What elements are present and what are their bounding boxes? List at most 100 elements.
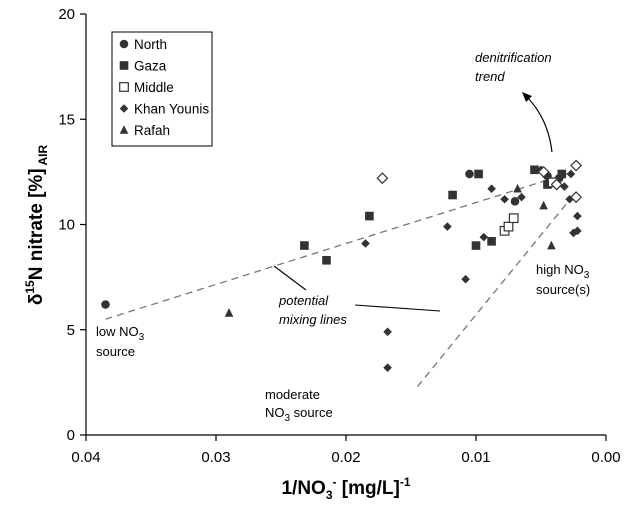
point-khan-younis [479,232,489,242]
x-tick-label: 0.01 [461,449,490,466]
x-title-main: 1/NO [281,478,325,499]
y-tick-label: 15 [58,111,75,128]
point-khan-younis-open [537,165,550,178]
point-middle [508,213,519,224]
y-tick-label: 5 [67,322,75,339]
x-title-unit: [mg/L] [337,478,400,499]
y-axis-title: δ15N nitrate [%] AIR [23,144,50,305]
high-source-pre: high NO [536,262,584,277]
legend-label-north: North [134,37,167,52]
y-axis-ticks: 0 5 10 15 20 [58,6,86,444]
point-gaza [448,190,457,200]
moderate-source-line1: moderate [265,387,320,402]
point-khan-younis [569,228,578,238]
point-khan-younis [560,182,569,191]
moderate-source-post: source [290,405,333,420]
legend-marker-rafah [119,125,129,134]
point-gaza [530,165,539,175]
denitrification-line1: denitrification [475,50,552,65]
annotation-high-source: high NO3 source(s) [536,262,593,297]
mixing-lines [105,171,575,387]
y-tick-label: 20 [58,6,75,23]
low-source-sub: 3 [139,332,145,343]
point-khan-younis [361,239,370,248]
y-tick-label: 10 [58,217,75,234]
legend-label-gaza: Gaza [134,59,167,74]
point-north [101,300,110,309]
point-gaza [474,169,483,179]
annotation-low-source: low NO3 source [96,324,148,359]
x-tick-label: 0.03 [201,449,230,466]
pointer-upper-mixing-line [273,265,307,291]
point-rafah [539,200,548,210]
y-tick-label: 0 [67,427,75,444]
point-khan-younis [517,192,526,202]
potential-line2: mixing lines [279,312,347,327]
point-rafah [547,240,556,250]
pointer-lower-mixing-line [354,304,441,312]
annotation-moderate-source: moderate NO3 source [265,387,333,424]
point-khan-younis [565,194,574,204]
point-khan-younis-open [570,159,583,172]
point-north [465,169,474,179]
point-gaza [557,169,567,179]
annotation-denitrification: denitrification trend [475,50,555,84]
legend-label-khan-younis: Khan Younis [134,102,209,117]
x-tick-label: 0.04 [71,449,100,466]
legend-label-rafah: Rafah [134,123,170,138]
x-tick-label: 0.00 [591,449,620,466]
potential-line1: potential [278,293,329,308]
low-source-pre: low NO [96,324,139,339]
point-khan-younis [443,222,452,231]
y-title-main: N nitrate [%] [26,168,47,280]
legend-marker-khan-younis [119,104,129,113]
low-source-line2: source [96,344,135,359]
moderate-source-pre: NO [265,405,285,420]
point-gaza [322,255,331,265]
point-rafah [224,308,234,317]
x-axis-ticks: 0.04 0.03 0.02 0.01 0.00 [71,435,621,466]
point-khan-younis-open [550,178,563,191]
annotation-potential-mixing: potential mixing lines [278,293,347,327]
legend: North Gaza Middle Khan Younis Rafah [119,37,209,138]
denitrification-arrow [525,95,553,153]
y-title-sub: AIR [36,144,50,168]
point-khan-younis [500,194,509,204]
legend-label-middle: Middle [134,80,174,95]
point-khan-younis [566,169,576,179]
mixing-line [105,171,574,320]
point-gaza [365,211,374,221]
moderate-source-sub: 3 [285,413,291,424]
point-khan-younis [487,184,496,194]
point-khan-younis [383,327,392,337]
high-source-sub: 3 [584,270,590,281]
x-tick-label: 0.02 [331,449,360,466]
x-title-sub: 3 [326,488,333,502]
mixing-line [416,194,575,387]
legend-marker-north [119,39,129,49]
data-points [101,159,583,372]
y-title-delta: δ [26,294,47,306]
denitrification-arrowhead [522,92,532,102]
legend-marker-middle [119,82,129,92]
point-north [510,197,520,206]
point-gaza [487,237,496,246]
x-axis-title: 1/NO3- [mg/L]-1 [281,475,410,502]
denitrification-line2: trend [475,69,505,84]
point-khan-younis [573,211,582,221]
point-gaza [471,241,481,250]
point-middle [503,221,514,232]
point-gaza [543,180,552,189]
point-khan-younis-open [570,191,583,204]
point-rafah [513,183,522,193]
point-khan-younis [383,363,392,372]
high-source-line2: source(s) [536,282,590,297]
x-title-sup: - [333,475,337,489]
x-title-unit-sup: -1 [400,475,411,489]
point-khan-younis [461,274,470,284]
point-khan-younis [573,226,582,236]
y-title-sup: 15 [23,280,37,294]
point-khan-younis-open [376,172,389,185]
point-gaza [300,241,309,250]
